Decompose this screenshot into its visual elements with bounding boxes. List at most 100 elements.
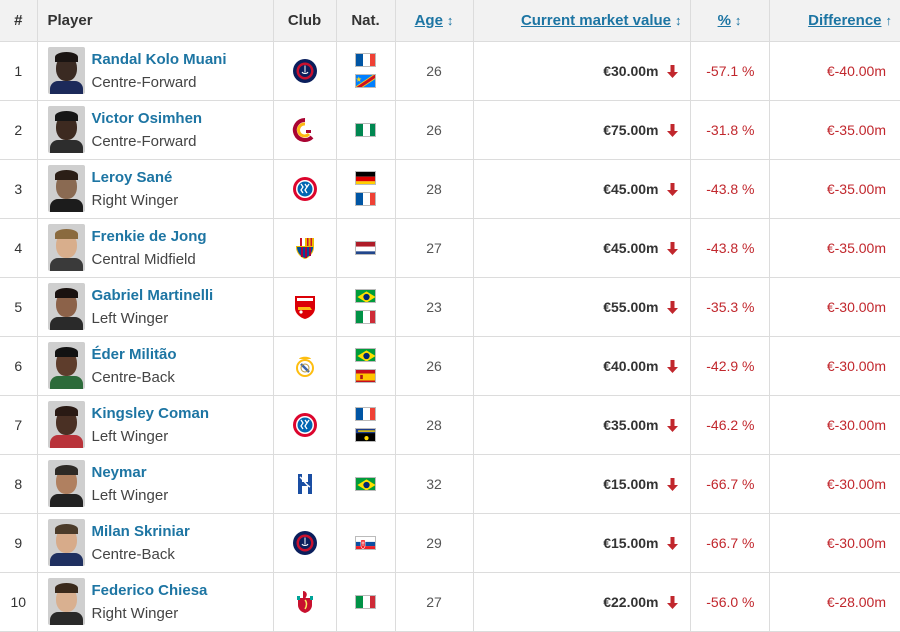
nationality-cell: [336, 100, 396, 160]
rank-cell: 5: [0, 277, 38, 337]
table-header-row: # Player Club Nat. Age ↕ Current market v…: [0, 0, 900, 42]
sort-both-icon[interactable]: ↕: [675, 12, 682, 28]
nationality-cell: [336, 572, 396, 632]
galatasaray-crest-icon[interactable]: [292, 117, 318, 143]
player-avatar[interactable]: [47, 106, 85, 153]
player-name-link[interactable]: Randal Kolo Muani: [91, 50, 227, 68]
club-cell: [273, 336, 337, 396]
age-cell: 28: [395, 159, 474, 219]
percent-change-cell: -56.0 %: [690, 572, 770, 632]
psg-crest-icon[interactable]: [292, 58, 318, 84]
barcelona-crest-icon[interactable]: [292, 235, 318, 261]
club-cell: [273, 395, 337, 455]
club-cell: [273, 277, 337, 337]
header-pct-label[interactable]: %: [717, 11, 731, 29]
header-pct-sort[interactable]: % ↕: [690, 0, 770, 42]
market-value: €15.00m: [603, 534, 659, 551]
brazil-flag-icon: [355, 476, 376, 491]
rank-cell: 2: [0, 100, 38, 160]
sort-both-icon[interactable]: ↕: [734, 12, 742, 28]
rank-number: 6: [14, 357, 23, 374]
italy-flag-icon: [355, 594, 376, 609]
psg-crest-icon[interactable]: [292, 530, 318, 556]
player-position: Centre-Forward: [91, 73, 197, 91]
al-hilal-crest-icon[interactable]: [292, 471, 318, 497]
player-position: Centre-Back: [91, 368, 175, 386]
player-avatar[interactable]: [47, 47, 85, 94]
player-name-link[interactable]: Milan Skriniar: [91, 522, 190, 540]
player-cell: Frenkie de Jong Central Midfield: [37, 218, 274, 278]
player-name-link[interactable]: Gabriel Martinelli: [91, 286, 214, 304]
player-name-link[interactable]: Éder Militão: [91, 345, 177, 363]
sort-ascending-icon[interactable]: ↑: [885, 12, 893, 28]
player-name-link[interactable]: Victor Osimhen: [91, 109, 203, 127]
club-cell: [273, 159, 337, 219]
player-avatar[interactable]: [47, 460, 85, 507]
rank-number: 4: [14, 239, 23, 256]
player-avatar[interactable]: [47, 165, 85, 212]
player-cell: Milan Skriniar Centre-Back: [37, 513, 274, 573]
player-position: Right Winger: [91, 604, 179, 622]
rank-cell: 6: [0, 336, 38, 396]
club-cell: [273, 41, 337, 101]
rank-number: 8: [14, 475, 23, 492]
player-name-link[interactable]: Kingsley Coman: [91, 404, 210, 422]
market-value: €45.00m: [603, 180, 659, 197]
age-cell: 27: [395, 218, 474, 278]
arrow-down-icon: [666, 124, 678, 138]
market-value: €22.00m: [603, 593, 659, 610]
difference-cell: €-30.00m: [769, 513, 900, 573]
percent-change-cell: -43.8 %: [690, 159, 770, 219]
player-name-link[interactable]: Leroy Sané: [91, 168, 173, 186]
player-avatar[interactable]: [47, 401, 85, 448]
market-value: €45.00m: [603, 239, 659, 256]
arsenal-crest-icon[interactable]: [292, 294, 318, 320]
nationality-flags: [337, 535, 395, 550]
market-value: €40.00m: [603, 357, 659, 374]
club-cell: [273, 218, 337, 278]
spain-flag-icon: [355, 369, 376, 383]
nationality-flags: [337, 53, 395, 88]
player-avatar[interactable]: [47, 519, 85, 566]
difference-cell: €-35.00m: [769, 218, 900, 278]
age-cell: 26: [395, 100, 474, 160]
table-row: 3 Leroy Sané Right Winger 28 €45.00m -43…: [0, 159, 900, 219]
header-age-label[interactable]: Age: [414, 11, 443, 29]
liverpool-crest-icon[interactable]: [292, 589, 318, 615]
difference-cell: €-30.00m: [769, 336, 900, 396]
header-difference-sort[interactable]: Difference ↑: [769, 0, 900, 42]
percent-change-cell: -57.1 %: [690, 41, 770, 101]
player-cell: Kingsley Coman Left Winger: [37, 395, 274, 455]
rank-cell: 10: [0, 572, 38, 632]
header-market-value-sort[interactable]: Current market value ↕: [473, 0, 691, 42]
nationality-flags: [337, 594, 395, 609]
rank-number: 5: [14, 298, 23, 315]
header-market-value-label[interactable]: Current market value: [520, 11, 671, 29]
player-avatar[interactable]: [47, 283, 85, 330]
real-madrid-crest-icon[interactable]: [292, 353, 318, 379]
market-value: €35.00m: [603, 416, 659, 433]
bayern-crest-icon[interactable]: [292, 176, 318, 202]
club-cell: [273, 513, 337, 573]
sort-both-icon[interactable]: ↕: [446, 12, 454, 28]
netherlands-flag-icon: [355, 240, 376, 255]
header-age-sort[interactable]: Age ↕: [395, 0, 474, 42]
header-club: Club: [273, 0, 337, 42]
player-name-link[interactable]: Federico Chiesa: [91, 581, 208, 599]
player-name-link[interactable]: Frenkie de Jong: [91, 227, 207, 245]
player-avatar[interactable]: [47, 342, 85, 389]
player-name-link[interactable]: Neymar: [91, 463, 147, 481]
player-position: Left Winger: [91, 427, 169, 445]
table-row: 5 Gabriel Martinelli Left Winger 23 €55.…: [0, 277, 900, 337]
bayern-crest-icon[interactable]: [292, 412, 318, 438]
market-value-cell: €15.00m: [473, 454, 691, 514]
player-cell: Gabriel Martinelli Left Winger: [37, 277, 274, 337]
player-avatar[interactable]: [47, 224, 85, 271]
header-difference-label[interactable]: Difference: [808, 11, 882, 29]
rank-number: 3: [14, 180, 23, 197]
nationality-cell: [336, 159, 396, 219]
player-avatar[interactable]: [47, 578, 85, 625]
percent-change-cell: -46.2 %: [690, 395, 770, 455]
germany-flag-icon: [355, 171, 376, 185]
table-row: 4 Frenkie de Jong Central Midfield 27 €4…: [0, 218, 900, 278]
